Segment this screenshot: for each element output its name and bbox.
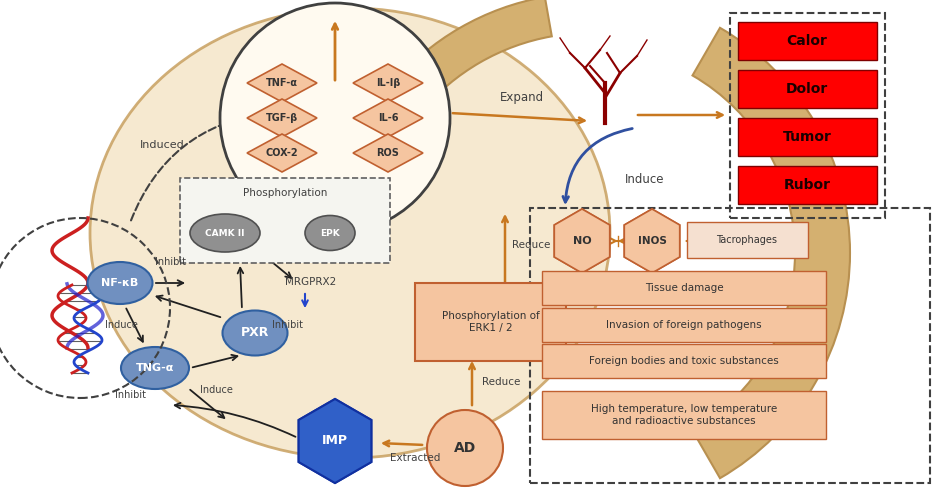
Text: Inhibit: Inhibit bbox=[115, 390, 146, 400]
Text: TGF-β: TGF-β bbox=[266, 113, 298, 123]
Text: INOS: INOS bbox=[638, 236, 666, 246]
Text: TNG-α: TNG-α bbox=[136, 363, 175, 373]
Wedge shape bbox=[391, 0, 551, 112]
Polygon shape bbox=[353, 99, 423, 137]
Text: Dolor: Dolor bbox=[786, 82, 828, 96]
Polygon shape bbox=[624, 209, 679, 273]
Text: IL-6: IL-6 bbox=[378, 113, 399, 123]
Text: Reduce: Reduce bbox=[512, 240, 550, 250]
Circle shape bbox=[220, 3, 450, 233]
Text: Phosphorylation: Phosphorylation bbox=[243, 188, 327, 198]
FancyBboxPatch shape bbox=[738, 70, 877, 108]
FancyBboxPatch shape bbox=[542, 344, 826, 378]
Text: Expand: Expand bbox=[500, 91, 544, 104]
Polygon shape bbox=[353, 64, 423, 102]
FancyBboxPatch shape bbox=[542, 391, 826, 439]
Text: Tumor: Tumor bbox=[783, 130, 831, 144]
Polygon shape bbox=[554, 209, 609, 273]
Text: NF-κB: NF-κB bbox=[102, 278, 139, 288]
Text: Calor: Calor bbox=[787, 34, 828, 48]
Ellipse shape bbox=[90, 8, 610, 458]
Text: Invasion of foreign pathogens: Invasion of foreign pathogens bbox=[606, 320, 762, 330]
Polygon shape bbox=[299, 399, 371, 483]
Ellipse shape bbox=[121, 347, 189, 389]
Text: NO: NO bbox=[572, 236, 591, 246]
Text: IL-Iβ: IL-Iβ bbox=[376, 78, 400, 88]
FancyBboxPatch shape bbox=[180, 178, 390, 263]
Text: Reduce: Reduce bbox=[482, 377, 520, 387]
Text: EPK: EPK bbox=[320, 228, 340, 237]
Text: Phosphorylation of
ERK1 / 2: Phosphorylation of ERK1 / 2 bbox=[441, 311, 539, 333]
Polygon shape bbox=[299, 399, 371, 483]
FancyBboxPatch shape bbox=[738, 22, 877, 60]
Text: Extracted: Extracted bbox=[390, 453, 440, 463]
Text: CAMK II: CAMK II bbox=[205, 228, 245, 237]
Text: PXR: PXR bbox=[241, 326, 270, 340]
Text: Induce: Induce bbox=[625, 173, 664, 186]
FancyBboxPatch shape bbox=[738, 118, 877, 156]
Text: IMP: IMP bbox=[322, 435, 348, 448]
FancyBboxPatch shape bbox=[415, 283, 566, 361]
FancyBboxPatch shape bbox=[542, 308, 826, 342]
Ellipse shape bbox=[87, 262, 153, 304]
Text: Tacrophages: Tacrophages bbox=[716, 235, 777, 245]
Polygon shape bbox=[247, 134, 317, 172]
Text: TNF-α: TNF-α bbox=[266, 78, 298, 88]
Text: Induce: Induce bbox=[105, 320, 138, 330]
Ellipse shape bbox=[305, 215, 355, 250]
Ellipse shape bbox=[222, 310, 288, 356]
Polygon shape bbox=[554, 209, 609, 273]
Text: Foreign bodies and toxic substances: Foreign bodies and toxic substances bbox=[589, 356, 779, 366]
Text: Induced: Induced bbox=[140, 140, 185, 150]
Polygon shape bbox=[353, 134, 423, 172]
Polygon shape bbox=[247, 64, 317, 102]
Text: AD: AD bbox=[454, 441, 476, 455]
Text: Tissue damage: Tissue damage bbox=[644, 283, 723, 293]
Polygon shape bbox=[247, 99, 317, 137]
Ellipse shape bbox=[190, 214, 260, 252]
Circle shape bbox=[427, 410, 503, 486]
Text: ROS: ROS bbox=[377, 148, 400, 158]
Text: Rubor: Rubor bbox=[784, 178, 830, 192]
Text: Induce: Induce bbox=[200, 385, 233, 395]
Text: Inhibit: Inhibit bbox=[272, 320, 303, 330]
FancyBboxPatch shape bbox=[687, 222, 808, 258]
Wedge shape bbox=[693, 28, 850, 478]
FancyBboxPatch shape bbox=[542, 271, 826, 305]
Text: Inhibit: Inhibit bbox=[155, 257, 186, 267]
Text: MRGPRX2: MRGPRX2 bbox=[285, 277, 336, 287]
FancyBboxPatch shape bbox=[738, 166, 877, 204]
Polygon shape bbox=[624, 209, 679, 273]
Text: High temperature, low temperature
and radioactive substances: High temperature, low temperature and ra… bbox=[591, 404, 777, 426]
Text: COX-2: COX-2 bbox=[266, 148, 298, 158]
